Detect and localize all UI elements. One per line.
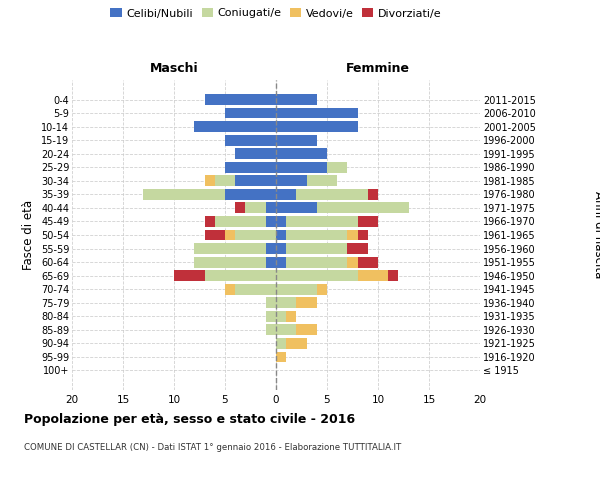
Bar	[317, 202, 409, 213]
Bar	[225, 134, 276, 145]
Y-axis label: Fasce di età: Fasce di età	[22, 200, 35, 270]
Bar	[266, 202, 276, 213]
Bar	[388, 270, 398, 281]
Bar	[205, 230, 225, 240]
Bar	[215, 176, 235, 186]
Bar	[174, 270, 205, 281]
Bar	[368, 189, 378, 200]
Bar	[286, 243, 347, 254]
Bar	[276, 324, 296, 336]
Bar	[286, 216, 358, 227]
Bar	[276, 176, 307, 186]
Bar	[276, 94, 317, 105]
Bar	[286, 230, 347, 240]
Bar	[358, 256, 378, 268]
Bar	[266, 243, 276, 254]
Text: Femmine: Femmine	[346, 62, 410, 75]
Bar	[235, 148, 276, 159]
Bar	[347, 230, 358, 240]
Bar	[205, 176, 215, 186]
Bar	[276, 108, 358, 118]
Bar	[143, 189, 225, 200]
Bar	[347, 256, 358, 268]
Y-axis label: Anni di nascita: Anni di nascita	[592, 192, 600, 278]
Bar	[266, 298, 276, 308]
Bar	[205, 94, 276, 105]
Bar	[296, 298, 317, 308]
Bar	[347, 243, 368, 254]
Bar	[276, 162, 327, 172]
Bar	[235, 176, 276, 186]
Bar	[276, 216, 286, 227]
Bar	[266, 311, 276, 322]
Bar	[235, 202, 245, 213]
Bar	[235, 284, 276, 294]
Bar	[276, 311, 286, 322]
Bar	[286, 338, 307, 349]
Bar	[266, 324, 276, 336]
Bar	[307, 176, 337, 186]
Bar	[276, 148, 327, 159]
Bar	[327, 162, 347, 172]
Bar	[205, 216, 215, 227]
Bar	[276, 121, 358, 132]
Legend: Celibi/Nubili, Coniugati/e, Vedovi/e, Divorziati/e: Celibi/Nubili, Coniugati/e, Vedovi/e, Di…	[110, 8, 442, 18]
Bar	[358, 270, 388, 281]
Bar	[317, 284, 327, 294]
Bar	[358, 216, 378, 227]
Bar	[215, 216, 266, 227]
Bar	[194, 121, 276, 132]
Bar	[276, 134, 317, 145]
Text: Popolazione per età, sesso e stato civile - 2016: Popolazione per età, sesso e stato civil…	[24, 412, 355, 426]
Bar	[225, 108, 276, 118]
Bar	[276, 352, 286, 362]
Bar	[276, 243, 286, 254]
Bar	[276, 270, 358, 281]
Bar	[358, 230, 368, 240]
Bar	[276, 189, 296, 200]
Bar	[276, 256, 286, 268]
Bar	[276, 284, 317, 294]
Bar	[245, 202, 266, 213]
Bar	[235, 230, 276, 240]
Bar	[276, 338, 286, 349]
Bar	[296, 189, 368, 200]
Bar	[276, 230, 286, 240]
Bar	[194, 256, 266, 268]
Bar	[276, 298, 296, 308]
Bar	[296, 324, 317, 336]
Text: COMUNE DI CASTELLAR (CN) - Dati ISTAT 1° gennaio 2016 - Elaborazione TUTTITALIA.: COMUNE DI CASTELLAR (CN) - Dati ISTAT 1°…	[24, 442, 401, 452]
Bar	[266, 216, 276, 227]
Bar	[225, 284, 235, 294]
Bar	[225, 230, 235, 240]
Bar	[194, 243, 266, 254]
Bar	[286, 311, 296, 322]
Bar	[225, 189, 276, 200]
Bar	[266, 256, 276, 268]
Bar	[225, 162, 276, 172]
Bar	[286, 256, 347, 268]
Text: Maschi: Maschi	[149, 62, 199, 75]
Bar	[205, 270, 276, 281]
Bar	[276, 202, 317, 213]
